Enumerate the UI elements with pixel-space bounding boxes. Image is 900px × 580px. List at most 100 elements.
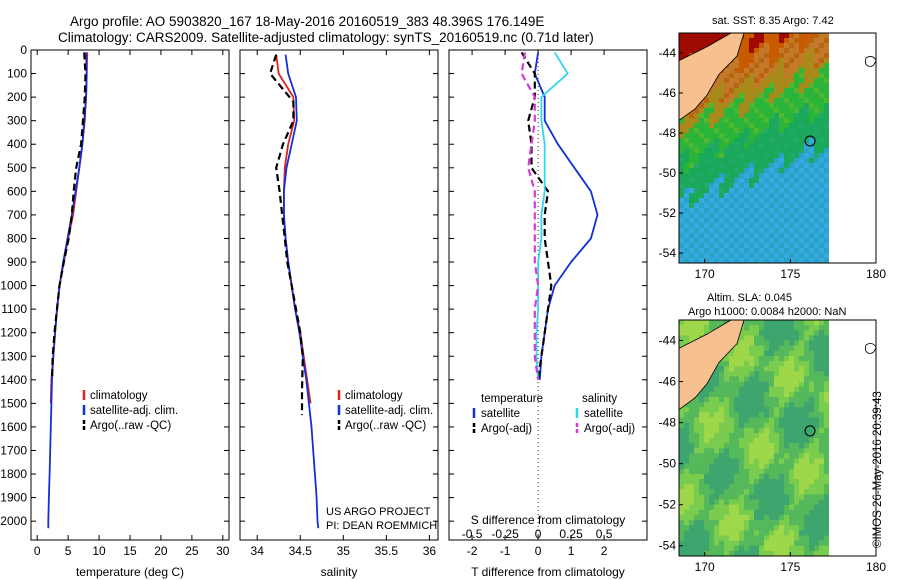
map-cell xyxy=(814,138,820,144)
map-cell xyxy=(814,68,820,74)
map-cell xyxy=(819,463,825,470)
map-cell xyxy=(759,143,765,149)
map-cell xyxy=(789,335,795,341)
map-cell xyxy=(759,108,765,114)
map-cell xyxy=(804,83,810,89)
map-cell xyxy=(784,463,790,470)
map-cell xyxy=(689,208,695,214)
map-cell xyxy=(684,198,690,204)
map-cell xyxy=(759,427,765,434)
map-cell xyxy=(819,525,825,531)
map-cell xyxy=(699,153,705,159)
map-cell xyxy=(689,489,695,495)
map-cell xyxy=(764,83,770,89)
map-cell xyxy=(739,103,745,109)
map-cell xyxy=(684,213,690,219)
map-cell xyxy=(769,88,775,94)
map-cell xyxy=(754,133,760,139)
map-cell xyxy=(764,520,770,526)
map-cell xyxy=(734,391,740,398)
map-cell xyxy=(729,218,735,224)
map-cell xyxy=(724,188,730,194)
map-cell xyxy=(694,108,700,114)
map-cell xyxy=(819,48,825,54)
map-cell xyxy=(734,78,740,84)
map-cell xyxy=(769,218,775,224)
map-cell xyxy=(769,118,775,124)
map-cell xyxy=(749,535,755,541)
map-cell xyxy=(734,248,740,254)
map-cell xyxy=(694,38,700,44)
map-cell xyxy=(729,103,735,109)
map-cell xyxy=(794,366,800,372)
map-cell xyxy=(764,153,770,159)
map-cell xyxy=(744,463,750,470)
temperature-axes-box xyxy=(30,49,230,541)
map-cell xyxy=(719,103,725,109)
map-cell xyxy=(694,520,700,526)
map-cell xyxy=(799,168,805,174)
map-cell xyxy=(809,535,815,541)
map-cell xyxy=(764,248,770,254)
map-cell xyxy=(779,494,785,500)
map-cell xyxy=(769,173,775,179)
map-cell xyxy=(769,68,775,74)
map-cell xyxy=(724,432,730,439)
map-cell xyxy=(689,494,695,500)
map-cell xyxy=(804,335,810,341)
map-cell xyxy=(709,98,715,104)
map-cell xyxy=(739,258,745,263)
map-cell xyxy=(764,38,770,44)
map-cell xyxy=(719,376,725,382)
map-cell xyxy=(804,138,810,144)
map-cell xyxy=(759,223,765,229)
map-cell xyxy=(789,381,795,387)
map-cell xyxy=(824,203,829,209)
map-cell xyxy=(774,183,780,189)
map-cell xyxy=(734,386,740,393)
difference-x2label: S difference from climatology xyxy=(471,513,626,527)
map-cell xyxy=(734,545,740,552)
map-cell xyxy=(679,530,685,536)
map-cell xyxy=(769,223,775,229)
map-cell xyxy=(684,320,690,326)
map-cell xyxy=(764,98,770,104)
map-cell xyxy=(679,448,685,454)
map-cell xyxy=(804,163,810,169)
map-cell xyxy=(774,178,780,184)
map-cell xyxy=(824,223,829,229)
map-cell xyxy=(739,108,745,114)
map-cell xyxy=(799,453,805,459)
map-cell xyxy=(779,248,785,254)
map-cell xyxy=(794,427,800,434)
map-cell xyxy=(824,484,829,490)
map-cell xyxy=(739,243,745,249)
map-cell xyxy=(799,407,805,413)
map-cell xyxy=(759,118,765,124)
map-cell xyxy=(799,143,805,149)
map-cell xyxy=(729,68,735,74)
map-cell xyxy=(709,88,715,94)
map-cell xyxy=(749,58,755,64)
map-cell xyxy=(689,183,695,189)
map-cell xyxy=(794,340,800,346)
map-cell xyxy=(679,238,685,244)
map-cell xyxy=(764,320,770,326)
map-cell xyxy=(754,108,760,114)
map-cell xyxy=(769,238,775,244)
map-cell xyxy=(759,208,765,214)
map-cell xyxy=(734,213,740,219)
map-cell xyxy=(764,545,770,552)
map-cell xyxy=(684,33,690,39)
map-cell xyxy=(794,540,800,547)
map-cell xyxy=(789,158,795,164)
map-cell xyxy=(814,193,820,199)
map-cell xyxy=(754,417,760,423)
map-cell xyxy=(789,193,795,199)
map-cell xyxy=(724,178,730,184)
map-cell xyxy=(794,43,800,49)
map-cell xyxy=(804,248,810,254)
map-cell xyxy=(779,463,785,470)
map-cell xyxy=(824,163,829,169)
map-cell xyxy=(684,253,690,259)
